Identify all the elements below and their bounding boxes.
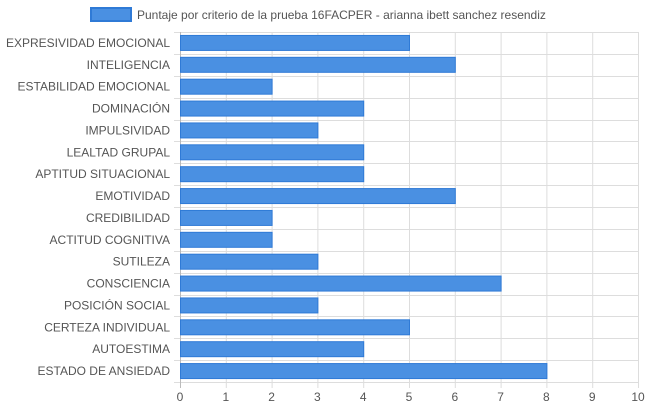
- legend-swatch: [90, 7, 132, 22]
- bar[interactable]: [180, 275, 502, 292]
- category-label: ESTADO DE ANSIEDAD: [38, 364, 171, 378]
- x-tick-label: 2: [268, 390, 275, 404]
- category-label: ACTITUD COGNITIVA: [50, 233, 170, 247]
- category-label: CONSCIENCIA: [87, 277, 170, 291]
- category-label: ESTABILIDAD EMOCIONAL: [18, 80, 171, 94]
- legend[interactable]: Puntaje por criterio de la prueba 16FACP…: [90, 7, 546, 22]
- grid-lines: [174, 32, 639, 388]
- legend-label: Puntaje por criterio de la prueba 16FACP…: [137, 8, 546, 22]
- bar[interactable]: [180, 231, 273, 248]
- category-label: AUTOESTIMA: [92, 342, 170, 356]
- category-label: CERTEZA INDIVIDUAL: [44, 320, 170, 334]
- bar[interactable]: [180, 100, 365, 117]
- x-tick-label: 7: [497, 390, 504, 404]
- x-tick-label: 6: [451, 390, 458, 404]
- x-tick-label: 1: [222, 390, 229, 404]
- x-tick-label: 5: [406, 390, 413, 404]
- bar[interactable]: [180, 56, 456, 73]
- bar[interactable]: [180, 166, 365, 183]
- bar[interactable]: [180, 319, 410, 336]
- x-tick-label: 10: [631, 390, 645, 404]
- bar[interactable]: [180, 253, 319, 270]
- category-label: APTITUD SITUACIONAL: [35, 167, 170, 181]
- bar[interactable]: [180, 188, 456, 205]
- bar[interactable]: [180, 363, 548, 380]
- x-tick-label: 0: [177, 390, 184, 404]
- x-tick-label: 8: [543, 390, 550, 404]
- bar[interactable]: [180, 209, 273, 226]
- category-label: SUTILEZA: [113, 255, 170, 269]
- bar[interactable]: [180, 341, 365, 358]
- category-label: INTELIGENCIA: [87, 58, 170, 72]
- category-label: LEALTAD GRUPAL: [67, 145, 171, 159]
- bar[interactable]: [180, 34, 410, 51]
- category-label: POSICIÓN SOCIAL: [64, 297, 170, 312]
- bar[interactable]: [180, 78, 273, 95]
- category-label: EMOTIVIDAD: [95, 189, 170, 203]
- x-tick-label: 9: [589, 390, 596, 404]
- x-tick-labels: 0 1 2 3 4 5 6 7 8 9 10: [177, 390, 645, 404]
- bar[interactable]: [180, 144, 365, 161]
- category-labels: EXPRESIVIDAD EMOCIONAL INTELIGENCIA ESTABI…: [6, 36, 170, 378]
- x-tick-label: 3: [314, 390, 321, 404]
- category-label: IMPULSIVIDAD: [85, 123, 170, 137]
- bars: [180, 34, 548, 380]
- category-label: DOMINACIÓN: [92, 101, 170, 116]
- category-label: EXPRESIVIDAD EMOCIONAL: [6, 36, 170, 50]
- bar[interactable]: [180, 122, 319, 139]
- bar[interactable]: [180, 297, 319, 314]
- category-label: CREDIBILIDAD: [86, 211, 170, 225]
- x-tick-label: 4: [360, 390, 367, 404]
